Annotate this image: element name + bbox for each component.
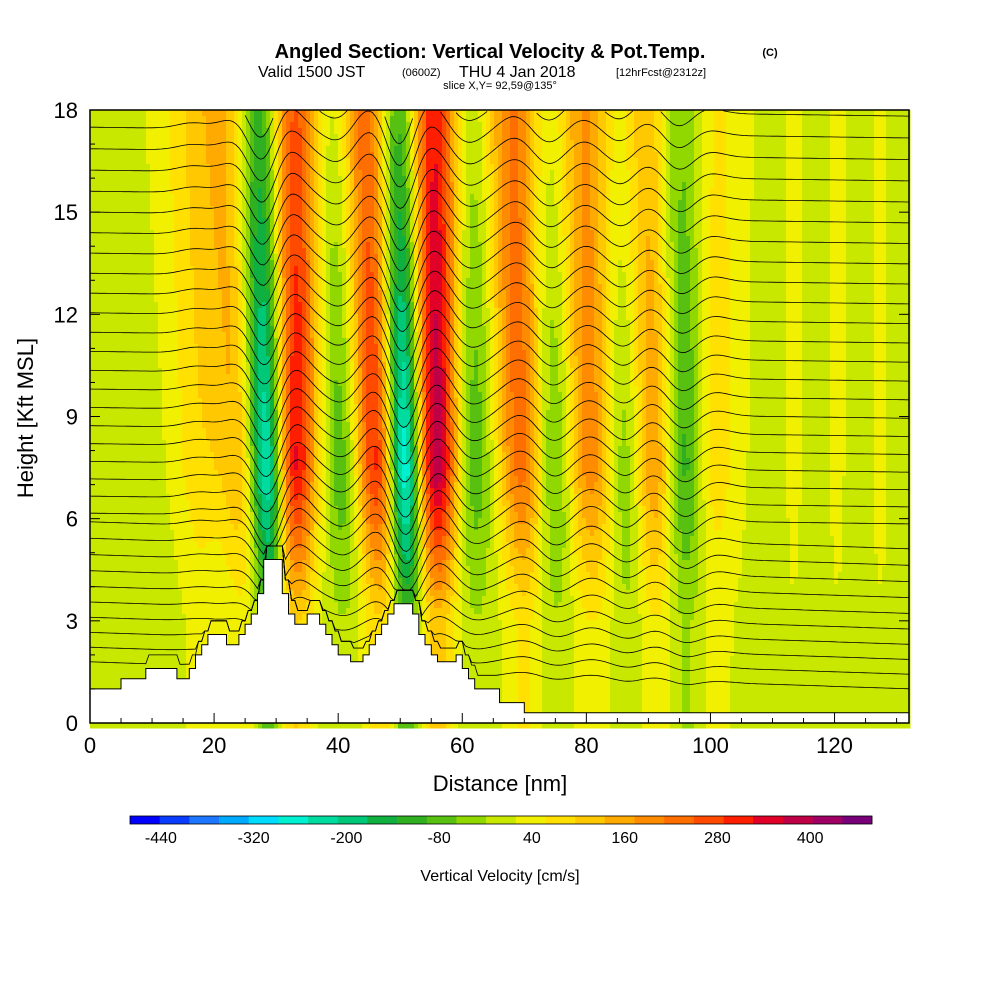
isentrope-line xyxy=(89,545,910,645)
isentrope-line xyxy=(89,545,910,630)
isentrope-line xyxy=(90,109,910,166)
x-tick-label: 60 xyxy=(450,733,474,758)
x-axis-label: Distance [nm] xyxy=(433,771,568,796)
colorbar-segment xyxy=(693,816,724,824)
y-tick-label: 12 xyxy=(54,302,78,327)
x-tick-label: 20 xyxy=(202,733,226,758)
colorbar-tick-label: -80 xyxy=(428,830,451,847)
valid-time-date: THU 4 Jan 2018 xyxy=(459,64,576,81)
isentrope-line xyxy=(90,189,910,251)
slice-info: slice X,Y= 92,59@135° xyxy=(443,80,557,92)
colorbar-segment xyxy=(664,816,695,824)
colorbar: -440 -320 -200 -80 40 160 280 400 xyxy=(129,815,873,847)
isentrope-line xyxy=(90,438,910,500)
colorbar-tick-label: 40 xyxy=(523,830,541,847)
isentrope-line xyxy=(89,490,909,552)
isentrope-line xyxy=(90,402,910,465)
colorbar-segment xyxy=(308,816,339,824)
x-tick-label: 120 xyxy=(816,733,853,758)
colorbar-segment xyxy=(515,816,546,824)
colorbar-segment xyxy=(545,816,576,824)
plot-area xyxy=(89,109,911,729)
terrain-mask xyxy=(89,559,910,724)
colorbar-segment xyxy=(486,816,517,824)
colorbar-tick-label: 400 xyxy=(797,830,824,847)
isentrope-line xyxy=(89,309,909,372)
colorbar-segment xyxy=(782,816,813,824)
colorbar-segment xyxy=(189,816,220,824)
isentrope-line xyxy=(89,526,910,578)
isentrope-line xyxy=(90,384,910,447)
isentrope-line xyxy=(89,545,910,660)
x-tick-label: 80 xyxy=(574,733,598,758)
colorbar-segment xyxy=(367,816,398,824)
isentrope-line xyxy=(89,347,909,410)
colorbar-segment xyxy=(159,816,190,824)
chart-title: Angled Section: Vertical Velocity & Pot.… xyxy=(275,41,706,63)
isentrope-line xyxy=(90,328,910,391)
y-axis: 0 3 6 9 12 15 18 xyxy=(54,98,909,736)
colorbar-tick-label: -440 xyxy=(145,830,177,847)
isentrope-line xyxy=(89,250,909,312)
y-axis-label: Height [Kft MSL] xyxy=(13,338,38,498)
colorbar-segment xyxy=(337,816,368,824)
valid-time-zulu: (0600Z) xyxy=(402,67,441,79)
colorbar-segment xyxy=(723,816,754,824)
isentrope-line xyxy=(89,545,910,600)
colorbar-segment xyxy=(634,816,665,824)
colorbar-segment xyxy=(456,816,487,824)
colorbar-segment xyxy=(753,816,784,824)
colorbar-frame xyxy=(129,815,873,825)
valid-time-forecast: [12hrFcst@2312z] xyxy=(616,67,706,79)
isentrope-line xyxy=(89,366,909,428)
x-tick-label: 0 xyxy=(84,733,96,758)
isentrope-line xyxy=(89,507,910,565)
isentrope-line xyxy=(90,230,910,292)
isentrope-line xyxy=(89,544,910,591)
chart-title-tag: (C) xyxy=(762,47,778,59)
colorbar-segment xyxy=(278,816,309,824)
vertical-velocity-field xyxy=(90,110,911,729)
colorbar-segment xyxy=(604,816,635,824)
isentrope-line xyxy=(90,147,909,209)
colorbar-label: Vertical Velocity [cm/s] xyxy=(420,868,579,885)
colorbar-segment xyxy=(397,816,428,824)
colorbar-tick-label: 280 xyxy=(704,830,731,847)
colorbar-tick-label: 160 xyxy=(611,830,638,847)
isentrope-line xyxy=(90,126,909,188)
isentrope-line xyxy=(89,545,910,614)
potential-temperature-contours xyxy=(89,109,910,690)
y-tick-label: 18 xyxy=(54,98,78,123)
colorbar-segment xyxy=(426,816,457,824)
isentrope-line xyxy=(90,290,910,352)
valid-time-prefix: Valid 1500 JST xyxy=(258,64,366,81)
isentrope-line xyxy=(90,210,909,272)
colorbar-tick-label: -200 xyxy=(330,830,362,847)
y-tick-label: 0 xyxy=(66,711,78,736)
isentrope-line xyxy=(90,455,910,518)
isentrope-line xyxy=(89,169,909,231)
colorbar-segment xyxy=(130,816,160,824)
colorbar-segment xyxy=(248,816,279,824)
colorbar-segment xyxy=(219,816,250,824)
x-axis: 0 20 40 60 80 100 120 xyxy=(84,713,898,758)
x-tick-label: 100 xyxy=(692,733,729,758)
colorbar-segment xyxy=(575,816,606,824)
isentrope-line xyxy=(89,473,909,535)
y-tick-label: 15 xyxy=(54,200,78,225)
y-tick-label: 9 xyxy=(66,405,78,430)
colorbar-tick-label: -320 xyxy=(238,830,270,847)
colorbar-segment xyxy=(842,816,873,824)
isentrope-line xyxy=(90,420,909,483)
x-tick-label: 40 xyxy=(326,733,350,758)
colorbar-segment xyxy=(812,816,843,824)
y-tick-label: 3 xyxy=(66,609,78,634)
isentrope-line xyxy=(89,270,909,332)
isentrope-line xyxy=(244,109,909,144)
y-tick-label: 6 xyxy=(66,507,78,532)
